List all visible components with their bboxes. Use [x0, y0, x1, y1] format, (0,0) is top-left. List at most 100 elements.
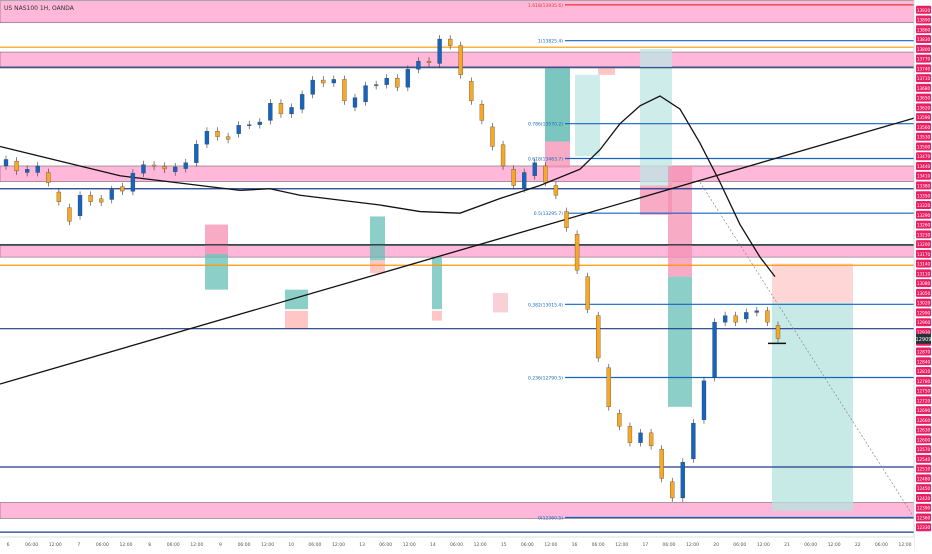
- price-tag-30: [916, 298, 931, 307]
- position-box-8: [493, 292, 508, 313]
- price-label-5: 13770: [917, 57, 931, 62]
- candle-body-72: [765, 310, 770, 323]
- price-tag-6: [916, 64, 931, 73]
- candle-body-0: [3, 159, 9, 167]
- candle-body-64: [680, 461, 685, 499]
- time-label-27: 17: [642, 542, 648, 548]
- time-label-25: 06:00: [592, 542, 605, 548]
- price-label-38: 12780: [917, 379, 931, 384]
- time-label-29: 12:00: [686, 542, 699, 548]
- candle-body-57: [606, 367, 611, 407]
- price-label-45: 12570: [917, 447, 931, 452]
- price-tag-52: [916, 513, 931, 522]
- price-tag-3: [916, 35, 931, 44]
- price-label-25: 13170: [917, 252, 931, 257]
- time-label-22: 06:00: [521, 542, 534, 548]
- candle-body-47: [500, 144, 506, 167]
- moving-average-line: [0, 95, 776, 278]
- price-tag-17: [916, 171, 931, 180]
- time-label-31: 06:00: [733, 542, 746, 548]
- candle-body-40: [426, 61, 432, 63]
- price-label-32: 12960: [917, 320, 931, 325]
- price-tag-46: [916, 454, 931, 463]
- levels-layer: 1.618(13935.6) 1(13825.4) 0.786(13570.2) 0.…: [0, 3, 914, 533]
- candles-layer: [3, 35, 781, 502]
- time-label-17: 12:00: [403, 542, 416, 548]
- time-axis[interactable]: 6 06:00 12:00 7 06:00 12:00 8 06:00 12:00 9 06:00 1…: [0, 536, 914, 550]
- price-tag-0: [916, 5, 931, 14]
- candle-body-37: [395, 77, 400, 88]
- price-tag-22: [916, 220, 931, 229]
- candle-body-63: [670, 481, 675, 499]
- position-box-10: [545, 141, 570, 168]
- candle-body-3: [35, 165, 40, 173]
- candle-body-15: [162, 166, 167, 170]
- price-tag-1: [916, 15, 931, 24]
- price-tag-4: [916, 44, 931, 53]
- price-label-33: 12930: [917, 330, 931, 335]
- price-tag-26: [916, 259, 931, 268]
- position-box-5: [370, 260, 385, 274]
- candle-body-36: [384, 77, 389, 85]
- candle-body-69: [733, 315, 738, 323]
- candle-body-33: [352, 97, 358, 108]
- price-label-29: 13050: [917, 291, 931, 296]
- time-label-32: 12:00: [757, 542, 770, 548]
- candle-body-14: [151, 164, 157, 167]
- price-label-37: 12810: [917, 369, 931, 374]
- candle-body-24: [257, 121, 262, 125]
- time-axis-bg: [0, 537, 914, 550]
- candle-body-59: [627, 426, 633, 443]
- price-label-49: 12450: [917, 486, 931, 491]
- trendline: [0, 117, 916, 385]
- time-label-19: 06:00: [450, 542, 463, 548]
- time-label-1: 06:00: [25, 542, 38, 548]
- candle-body-25: [268, 103, 273, 121]
- price-tag-47: [916, 464, 931, 473]
- candle-body-7: [77, 195, 83, 216]
- candle-body-60: [638, 432, 643, 443]
- time-label-7: 06:00: [167, 542, 180, 548]
- candle-body-46: [490, 126, 495, 147]
- candle-body-49: [522, 172, 527, 189]
- position-box-9: [545, 68, 570, 142]
- time-label-11: 12:00: [261, 542, 274, 548]
- price-tag-13: [916, 132, 931, 141]
- candle-body-10: [109, 189, 114, 200]
- time-label-15: 13: [359, 542, 365, 548]
- current-price-tag: [916, 333, 931, 344]
- candle-body-48: [511, 169, 516, 186]
- candle-body-35: [373, 84, 379, 86]
- candle-body-66: [701, 380, 707, 420]
- price-label-23: 13230: [917, 232, 931, 237]
- price-label-47: 12510: [917, 467, 931, 472]
- candle-body-29: [310, 79, 315, 95]
- time-label-12: 10: [288, 542, 294, 548]
- candle-body-28: [299, 94, 305, 110]
- level-label-10: 0.382(13015.4): [528, 302, 563, 308]
- projection-line: [699, 182, 913, 515]
- candle-body-39: [416, 61, 421, 70]
- price-label-53: 12330: [917, 525, 931, 530]
- price-tag-20: [916, 201, 931, 210]
- candle-body-41: [437, 38, 442, 64]
- time-label-38: 12:00: [899, 542, 912, 548]
- price-tag-16: [916, 161, 931, 170]
- time-label-35: 12:00: [828, 542, 841, 548]
- candle-body-56: [596, 315, 601, 359]
- position-box-2: [285, 289, 308, 310]
- candle-body-20: [215, 131, 220, 137]
- price-tag-42: [916, 415, 931, 424]
- position-box-16: [668, 276, 692, 407]
- price-label-26: 13140: [917, 262, 931, 267]
- candle-body-8: [88, 195, 93, 202]
- candle-body-54: [574, 234, 580, 271]
- price-label-6: 13740: [917, 66, 931, 71]
- price-axis[interactable]: 13920 13890 13860 13830 13800 13770 13740 13710…: [913, 0, 932, 550]
- level-label-4: 0.786(13570.2): [528, 122, 563, 128]
- candle-body-4: [46, 172, 51, 183]
- price-label-42: 12660: [917, 418, 931, 423]
- time-label-13: 06:00: [308, 542, 321, 548]
